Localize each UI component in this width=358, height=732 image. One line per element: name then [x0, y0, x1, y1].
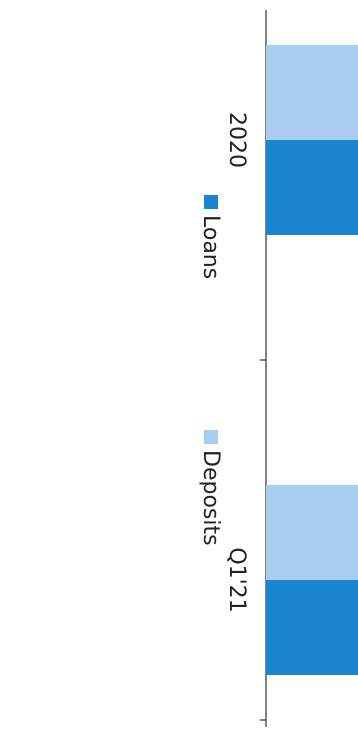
- legend-label: Deposits: [198, 450, 223, 546]
- legend-label: Loans: [198, 215, 223, 279]
- x-axis-tick-label: Q1'21: [224, 547, 249, 612]
- bar: [266, 485, 358, 580]
- bar: [266, 45, 358, 140]
- x-axis-tick-label: 2020: [224, 112, 249, 168]
- legend-swatch: [204, 195, 218, 209]
- bar: [265, 580, 358, 675]
- bar: [265, 140, 358, 235]
- legend-swatch: [204, 430, 218, 444]
